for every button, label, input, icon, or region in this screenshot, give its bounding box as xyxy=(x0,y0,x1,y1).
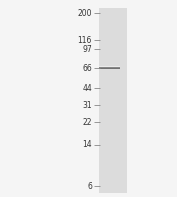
Text: 44: 44 xyxy=(82,84,92,93)
Text: kDa: kDa xyxy=(74,0,92,1)
Text: 116: 116 xyxy=(78,36,92,45)
Text: 14: 14 xyxy=(82,140,92,149)
Bar xyxy=(99,8,127,193)
Text: 97: 97 xyxy=(82,45,92,54)
Text: 22: 22 xyxy=(82,118,92,127)
Text: 6: 6 xyxy=(87,182,92,191)
Text: 31: 31 xyxy=(82,101,92,110)
Text: 66: 66 xyxy=(82,64,92,73)
Text: 200: 200 xyxy=(78,9,92,18)
